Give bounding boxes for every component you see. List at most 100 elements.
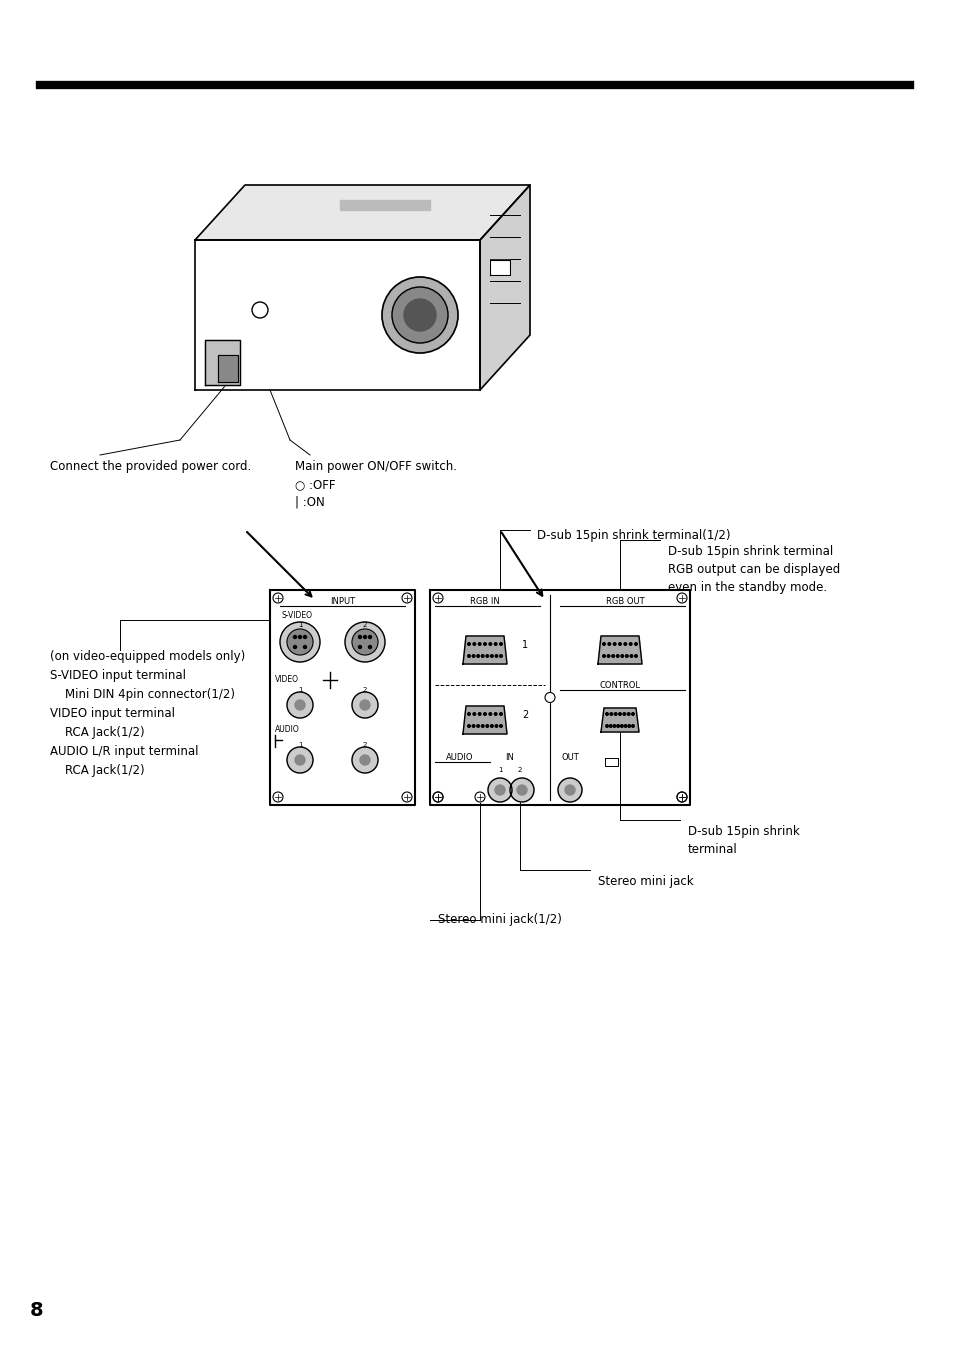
Circle shape bbox=[620, 655, 623, 658]
Text: 2: 2 bbox=[517, 767, 521, 773]
Text: Stereo mini jack(1/2): Stereo mini jack(1/2) bbox=[437, 913, 561, 927]
Circle shape bbox=[622, 713, 625, 715]
Circle shape bbox=[499, 643, 502, 646]
Circle shape bbox=[303, 635, 306, 639]
Circle shape bbox=[294, 700, 305, 711]
Text: IN: IN bbox=[505, 754, 514, 762]
Text: 1: 1 bbox=[297, 688, 302, 693]
Circle shape bbox=[483, 643, 486, 646]
Polygon shape bbox=[462, 707, 506, 734]
Circle shape bbox=[481, 724, 483, 727]
Circle shape bbox=[280, 621, 319, 662]
Circle shape bbox=[564, 785, 575, 794]
Circle shape bbox=[634, 655, 637, 658]
Text: RGB OUT: RGB OUT bbox=[605, 597, 643, 607]
Circle shape bbox=[477, 643, 480, 646]
Circle shape bbox=[613, 643, 616, 646]
Circle shape bbox=[483, 713, 486, 715]
Circle shape bbox=[381, 277, 457, 353]
Polygon shape bbox=[600, 708, 639, 732]
Circle shape bbox=[616, 655, 618, 658]
Circle shape bbox=[618, 713, 620, 715]
Circle shape bbox=[602, 643, 604, 646]
Text: INPUT: INPUT bbox=[330, 597, 355, 607]
Circle shape bbox=[481, 655, 483, 658]
Text: 2: 2 bbox=[521, 711, 528, 720]
Circle shape bbox=[467, 655, 470, 658]
Circle shape bbox=[476, 655, 479, 658]
Polygon shape bbox=[598, 636, 641, 663]
Text: VIDEO: VIDEO bbox=[274, 676, 298, 685]
Circle shape bbox=[476, 724, 479, 727]
Circle shape bbox=[607, 643, 610, 646]
Circle shape bbox=[467, 643, 470, 646]
Circle shape bbox=[677, 792, 686, 802]
Text: D-sub 15pin shrink terminal
RGB output can be displayed
even in the standby mode: D-sub 15pin shrink terminal RGB output c… bbox=[667, 544, 840, 594]
Polygon shape bbox=[430, 590, 689, 805]
Polygon shape bbox=[270, 590, 415, 805]
Circle shape bbox=[401, 792, 412, 802]
Circle shape bbox=[467, 724, 470, 727]
Text: D-sub 15pin shrink terminal(1/2): D-sub 15pin shrink terminal(1/2) bbox=[537, 528, 730, 542]
Polygon shape bbox=[604, 758, 618, 766]
Circle shape bbox=[677, 792, 686, 802]
Circle shape bbox=[613, 724, 615, 727]
Circle shape bbox=[359, 700, 370, 711]
Polygon shape bbox=[205, 340, 240, 385]
Text: 1: 1 bbox=[497, 767, 501, 773]
Circle shape bbox=[252, 303, 268, 317]
Circle shape bbox=[614, 713, 617, 715]
Text: Stereo mini jack: Stereo mini jack bbox=[598, 875, 693, 888]
Circle shape bbox=[467, 713, 470, 715]
Text: S-VIDEO: S-VIDEO bbox=[282, 611, 313, 620]
Circle shape bbox=[352, 630, 377, 655]
Circle shape bbox=[359, 755, 370, 765]
Text: AUDIO: AUDIO bbox=[274, 725, 299, 735]
Circle shape bbox=[403, 299, 436, 331]
Circle shape bbox=[363, 635, 366, 639]
Circle shape bbox=[433, 792, 442, 802]
Polygon shape bbox=[339, 200, 430, 209]
Circle shape bbox=[499, 724, 502, 727]
Circle shape bbox=[631, 713, 634, 715]
Circle shape bbox=[475, 792, 484, 802]
Circle shape bbox=[494, 713, 497, 715]
Circle shape bbox=[392, 286, 448, 343]
Circle shape bbox=[472, 655, 475, 658]
Circle shape bbox=[558, 778, 581, 802]
Circle shape bbox=[273, 593, 283, 603]
Circle shape bbox=[617, 724, 618, 727]
Circle shape bbox=[605, 724, 608, 727]
Text: 1: 1 bbox=[521, 640, 528, 650]
Polygon shape bbox=[218, 355, 237, 382]
Circle shape bbox=[433, 792, 442, 802]
Circle shape bbox=[517, 785, 526, 794]
Circle shape bbox=[368, 646, 371, 648]
Circle shape bbox=[352, 692, 377, 717]
Text: CONTROL: CONTROL bbox=[598, 681, 639, 689]
Circle shape bbox=[499, 655, 502, 658]
Circle shape bbox=[609, 724, 612, 727]
Circle shape bbox=[629, 643, 631, 646]
Circle shape bbox=[609, 713, 612, 715]
Circle shape bbox=[677, 593, 686, 603]
Circle shape bbox=[433, 593, 442, 603]
Circle shape bbox=[490, 655, 493, 658]
Circle shape bbox=[489, 713, 491, 715]
Circle shape bbox=[623, 643, 626, 646]
Circle shape bbox=[630, 655, 632, 658]
Circle shape bbox=[287, 747, 313, 773]
Polygon shape bbox=[462, 636, 506, 663]
Circle shape bbox=[495, 655, 497, 658]
Text: D-sub 15pin shrink
terminal: D-sub 15pin shrink terminal bbox=[687, 825, 799, 857]
Text: 1: 1 bbox=[297, 742, 302, 748]
Circle shape bbox=[627, 724, 630, 727]
Circle shape bbox=[544, 693, 555, 703]
Circle shape bbox=[294, 646, 296, 648]
Circle shape bbox=[368, 635, 371, 639]
Text: 2: 2 bbox=[362, 688, 367, 693]
Text: OUT: OUT bbox=[560, 754, 578, 762]
Circle shape bbox=[401, 593, 412, 603]
Circle shape bbox=[298, 635, 301, 639]
Circle shape bbox=[303, 646, 306, 648]
